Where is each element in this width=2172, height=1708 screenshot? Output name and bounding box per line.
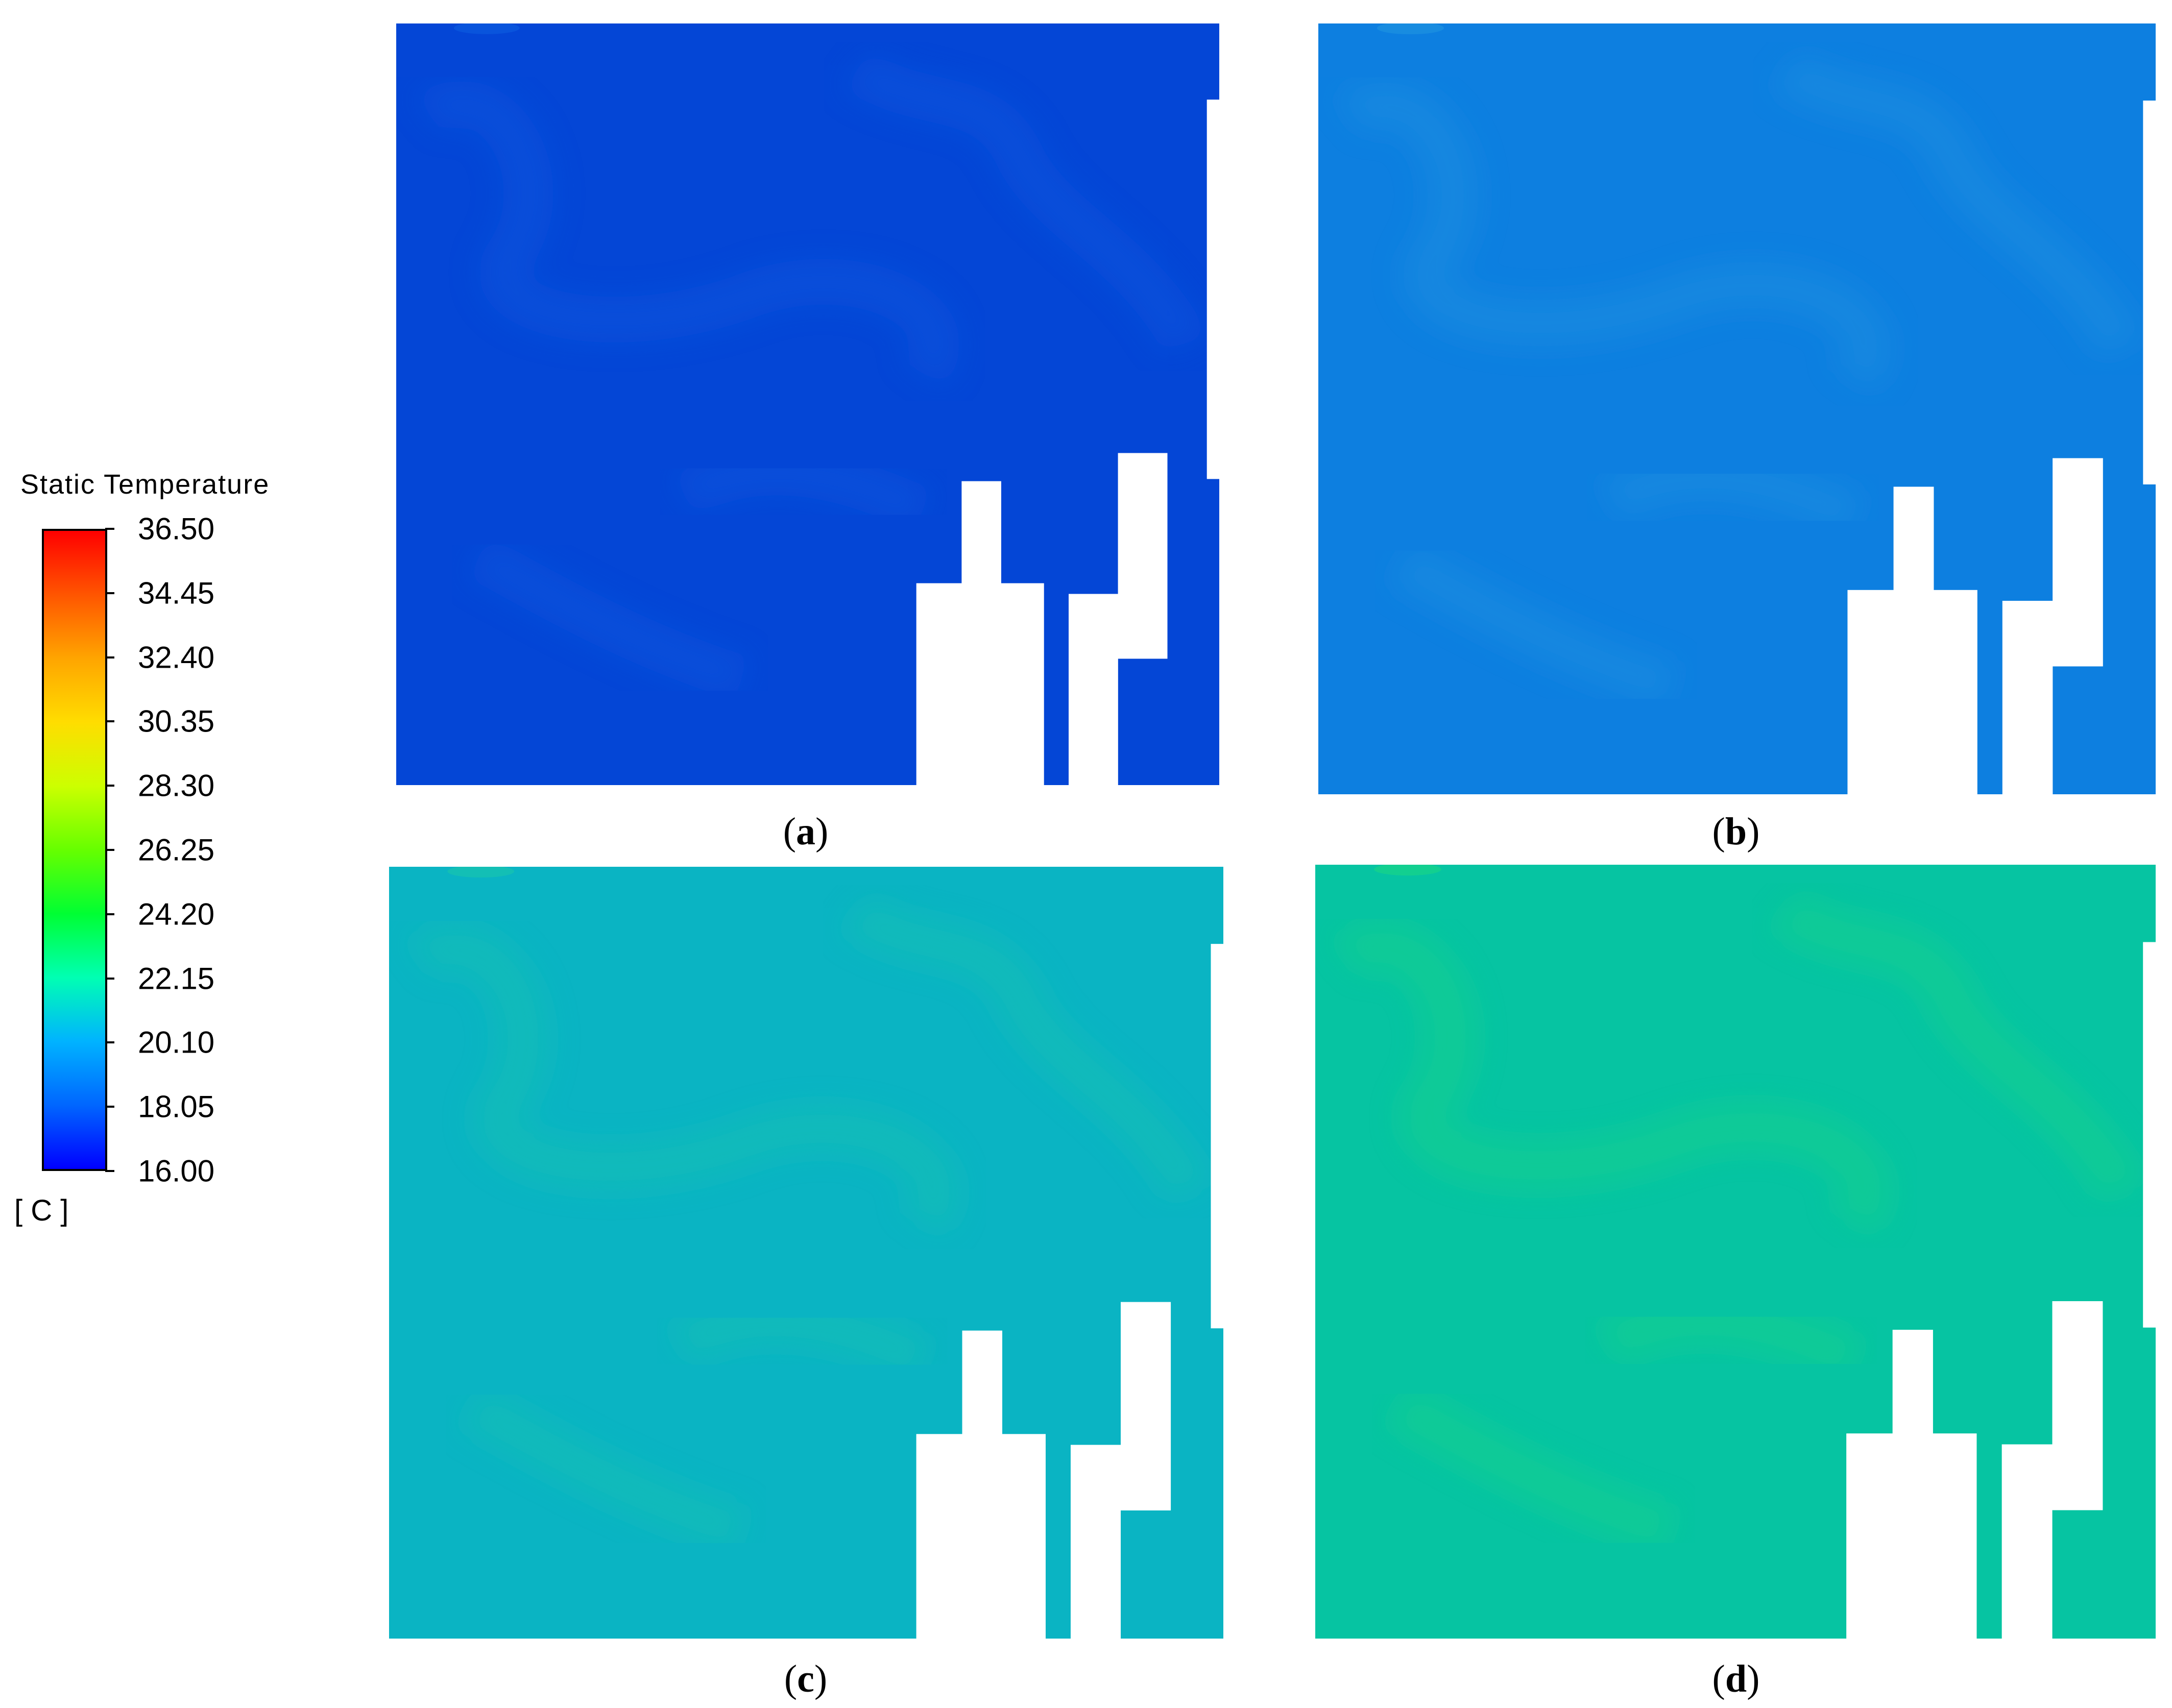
flow-swirl: [1334, 923, 1891, 1235]
colorbar-tick-label: 36.50: [138, 511, 215, 546]
domain-fill: [396, 23, 1219, 785]
domain-fill: [1318, 23, 2156, 794]
flow-swirl: [1771, 892, 2145, 1201]
colorbar-tick-label: 30.35: [138, 704, 215, 739]
colorbar-tick-mark: [105, 528, 114, 530]
contour-panel-a: [396, 23, 1219, 785]
colorbar-tick-mark: [105, 592, 114, 594]
colorbar-tick-label: 20.10: [138, 1025, 215, 1060]
colorbar-tick-mark: [105, 785, 114, 787]
temperature-contour-c: [389, 867, 1223, 1639]
colorbar-tick-label: 18.05: [138, 1089, 215, 1124]
flow-swirl: [1386, 1386, 1676, 1552]
temperature-contour-b: [1318, 23, 2156, 794]
caption-d: (d): [1712, 1657, 1760, 1700]
flow-swirl: [1389, 543, 1678, 709]
caption-b: (b): [1712, 810, 1760, 853]
colorbar-tick-mark: [105, 720, 114, 723]
colorbar-tick-label: 32.40: [138, 640, 215, 675]
colorbar-tick-label: 24.20: [138, 897, 215, 932]
colorbar-tick-label: 28.30: [138, 768, 215, 803]
flow-swirl: [466, 537, 750, 700]
contour-panel-c: [389, 867, 1223, 1639]
colorbar-tick-mark: [105, 977, 114, 980]
inlet-jet: [447, 867, 515, 878]
flow-swirl: [841, 894, 1213, 1202]
colorbar-tick-mark: [105, 1106, 114, 1108]
inlet-jet: [1374, 865, 1441, 876]
flow-swirl: [671, 449, 934, 531]
flow-swirl: [1596, 1298, 1865, 1381]
domain-fill: [1315, 865, 2156, 1639]
flow-swirl: [1772, 51, 2145, 358]
flow-swirl: [1337, 82, 1892, 392]
legend-unit: [ C ]: [14, 1194, 69, 1227]
legend-title: Static Temperature: [20, 469, 270, 500]
flow-swirl: [842, 51, 1209, 354]
colorbar: [42, 529, 107, 1171]
flow-swirl: [414, 81, 959, 388]
flow-swirl: [407, 925, 960, 1236]
caption-a: (a): [783, 810, 829, 853]
colorbar-tick-label: 26.25: [138, 833, 215, 867]
temperature-contour-a: [396, 23, 1219, 785]
colorbar-tick-mark: [105, 1170, 114, 1172]
colorbar-tick-mark: [105, 913, 114, 915]
flow-swirl: [1598, 454, 1866, 538]
flow-swirl: [460, 1387, 747, 1553]
colorbar-tick-mark: [105, 656, 114, 658]
flow-swirl: [668, 1298, 934, 1382]
colorbar-tick-label: 22.15: [138, 961, 215, 996]
temperature-contour-d: [1315, 865, 2156, 1639]
contour-panel-b: [1318, 23, 2156, 794]
inlet-jet: [1377, 23, 1444, 35]
colorbar-tick-label: 34.45: [138, 576, 215, 611]
domain-fill: [389, 867, 1223, 1639]
colorbar-tick-label: 16.00: [138, 1154, 215, 1188]
caption-c: (c): [784, 1657, 828, 1700]
inlet-jet: [453, 23, 520, 34]
colorbar-tick-mark: [105, 849, 114, 851]
colorbar-tick-mark: [105, 1041, 114, 1044]
contour-panel-d: [1315, 865, 2156, 1639]
